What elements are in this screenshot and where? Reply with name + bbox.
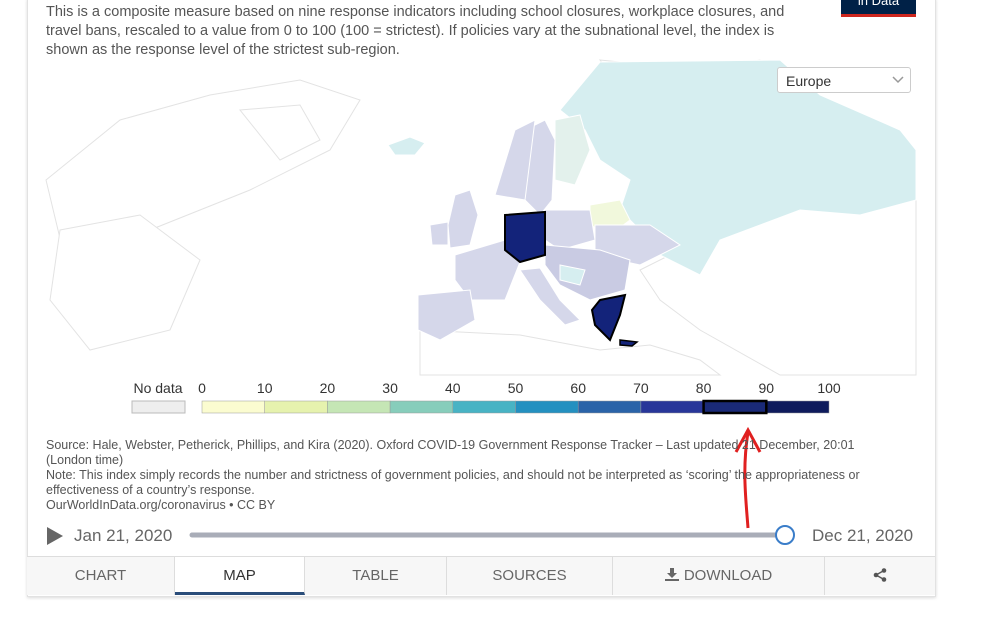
legend-tick-label: 70 (633, 380, 649, 396)
legend-tick-label: 30 (382, 380, 398, 396)
url-text[interactable]: OurWorldInData.org/coronavirus • CC BY (46, 498, 276, 512)
legend-tick-label: 20 (320, 380, 336, 396)
legend-tick-label: 90 (759, 380, 775, 396)
ireland (429, 221, 449, 246)
crete (619, 339, 639, 347)
no-data-label: No data (133, 380, 182, 396)
iceland (387, 136, 426, 156)
annotation-arrow (743, 431, 750, 529)
legend-bin (389, 400, 454, 414)
finland (554, 114, 591, 186)
chevron (892, 76, 904, 84)
tab[interactable]: CHART (27, 557, 175, 595)
no-data-swatch (131, 400, 186, 414)
legend-bin (452, 400, 516, 414)
poland (544, 209, 596, 251)
share-tab[interactable] (825, 557, 935, 595)
region-dropdown[interactable]: Europe (777, 67, 911, 93)
legend-tick-label: 80 (696, 380, 712, 396)
legend-bin (264, 400, 328, 414)
legend-tick-label: 60 (570, 380, 586, 396)
tab[interactable]: DOWNLOAD (613, 557, 825, 595)
region-label: Europe (786, 73, 832, 89)
germany (504, 210, 546, 264)
norway (494, 119, 536, 201)
legend-highlight (702, 399, 768, 415)
legend-tick-label: 40 (445, 380, 461, 396)
iberia (417, 289, 476, 341)
legend-bin (201, 400, 265, 414)
legend: No data 0 10 20 30 40 50 60 70 80 90 100 (131, 380, 841, 415)
hungary (559, 264, 586, 286)
uk (447, 189, 479, 249)
note-text: Note: This index simply records the numb… (46, 468, 860, 497)
annotation-arrow-head (734, 426, 762, 453)
logo[interactable]: in Data (841, 0, 916, 17)
legend-tick-label: 50 (508, 380, 524, 396)
legend-bin (327, 400, 391, 414)
sources: Source: Hale, Webster, Petherick, Philli… (46, 438, 886, 513)
legend-bin (703, 400, 767, 414)
timeline-handle[interactable] (775, 525, 795, 545)
tab[interactable]: SOURCES (447, 557, 613, 595)
legend-bin (766, 400, 830, 414)
legend-tick-label: 100 (817, 380, 841, 396)
legend-bin (577, 400, 642, 414)
legend-bin (640, 400, 704, 414)
start-date: Jan 21, 2020 (74, 526, 173, 545)
legend-tick-label: 0 (198, 380, 206, 396)
source-text: Source: Hale, Webster, Petherick, Philli… (46, 438, 855, 467)
central-europe (544, 244, 631, 301)
download-icon (664, 568, 679, 581)
tab-label: DOWNLOAD (683, 567, 773, 584)
italy (519, 267, 581, 326)
tab[interactable]: MAP (175, 557, 305, 595)
tab[interactable]: TABLE (305, 557, 447, 595)
share-icon (873, 568, 887, 582)
end-date: Dec 21, 2020 (812, 526, 914, 545)
tab-bar: CHART MAP TABLE SOURCES DOWNLOAD (27, 556, 935, 596)
play-button[interactable] (47, 527, 63, 545)
legend-tick-label: 10 (257, 380, 273, 396)
greece (590, 293, 627, 342)
subtitle: This is a composite measure based on nin… (46, 4, 785, 58)
legend-bin (515, 400, 579, 414)
